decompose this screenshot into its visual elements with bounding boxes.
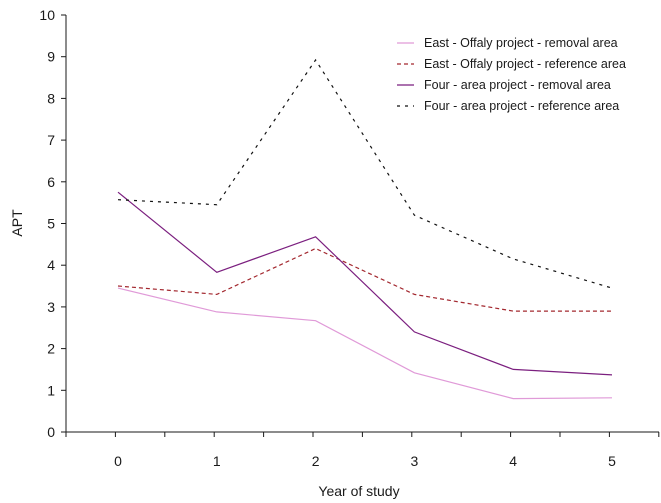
y-tick-label: 10	[39, 7, 55, 23]
x-axis: 0 1 2 3 4 5	[65, 431, 660, 469]
y-tick-label: 9	[47, 49, 55, 65]
legend-label-2: East - Offaly project - reference area	[424, 57, 626, 71]
series-line-1	[117, 287, 613, 400]
legend: East - Offaly project - removal area East…	[397, 36, 626, 113]
x-tick-label: 0	[114, 453, 122, 469]
y-tick-label: 8	[47, 90, 55, 106]
y-axis: 0 1 2 3 4 5 6 7 8 9 10	[39, 7, 67, 440]
y-tick-label: 3	[47, 299, 55, 315]
y-tick-label: 0	[47, 424, 55, 440]
series-layer	[117, 58, 613, 400]
x-tick-label: 2	[312, 453, 320, 469]
series-line-4	[117, 58, 613, 289]
y-tick-label: 6	[47, 174, 55, 190]
y-axis-title: APT	[9, 209, 25, 237]
y-tick-label: 5	[47, 216, 55, 232]
y-tick-label: 1	[47, 382, 55, 398]
legend-label-4: Four - area project - reference area	[424, 99, 619, 113]
series-line-3	[117, 191, 613, 376]
y-tick-label: 2	[47, 341, 55, 357]
series-line-2	[117, 247, 612, 312]
x-tick-label: 3	[411, 453, 419, 469]
x-tick-label: 1	[213, 453, 221, 469]
legend-label-1: East - Offaly project - removal area	[424, 36, 618, 50]
legend-label-3: Four - area project - removal area	[424, 78, 611, 92]
x-tick-label: 5	[608, 453, 616, 469]
y-tick-label: 4	[47, 257, 55, 273]
x-axis-title: Year of study	[318, 483, 399, 499]
x-tick-label: 4	[509, 453, 517, 469]
y-tick-label: 7	[47, 132, 55, 148]
